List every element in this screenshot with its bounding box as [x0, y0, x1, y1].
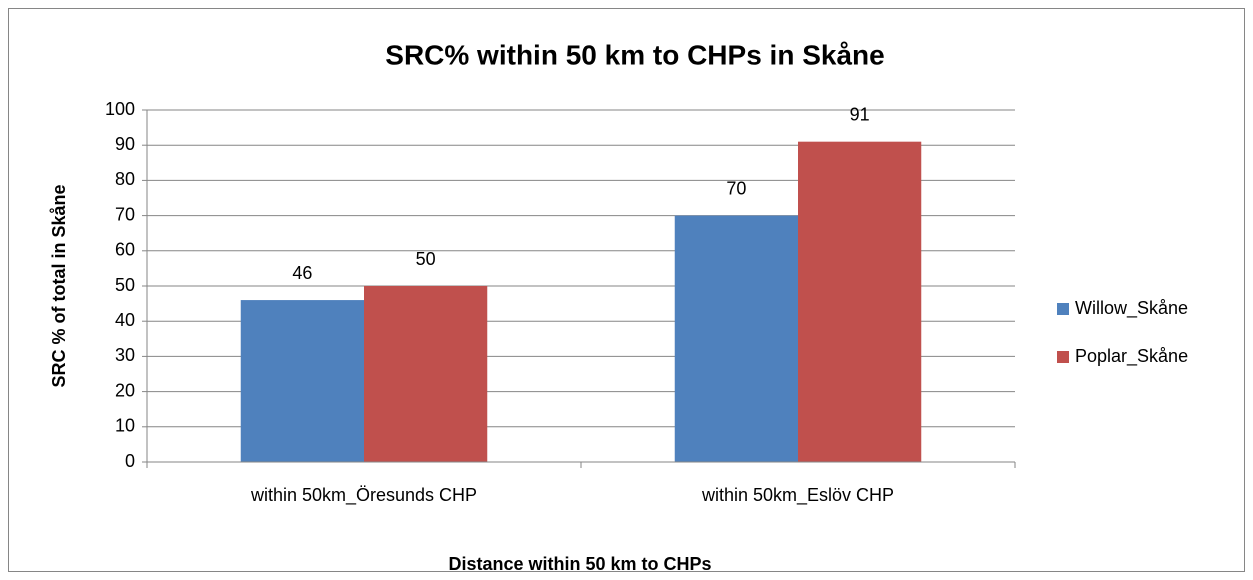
data-label: 46 — [292, 263, 312, 283]
y-tick-label: 20 — [115, 380, 135, 400]
y-tick-label: 50 — [115, 275, 135, 295]
y-axis-label: SRC % of total in Skåne — [49, 184, 69, 387]
y-tick-label: 10 — [115, 416, 135, 436]
y-tick-label: 100 — [105, 99, 135, 119]
y-tick-label: 80 — [115, 169, 135, 189]
data-label: 50 — [416, 249, 436, 269]
y-tick-label: 30 — [115, 345, 135, 365]
bar — [240, 300, 364, 462]
bar — [674, 215, 798, 462]
data-label: 70 — [726, 178, 746, 198]
bar — [364, 286, 488, 462]
x-axis-label: Distance within 50 km to CHPs — [448, 554, 711, 574]
x-tick-label: within 50km_Eslöv CHP — [701, 485, 894, 506]
bar — [798, 141, 922, 462]
y-tick-label: 90 — [115, 134, 135, 154]
data-label: 91 — [850, 104, 870, 124]
y-tick-label: 70 — [115, 204, 135, 224]
y-tick-label: 60 — [115, 240, 135, 260]
x-tick-label: within 50km_Öresunds CHP — [250, 485, 477, 506]
chart-border — [8, 8, 1245, 572]
y-tick-label: 0 — [125, 451, 135, 471]
legend-label: Willow_Skåne — [1075, 298, 1188, 319]
chart-title: SRC% within 50 km to CHPs in Skåne — [385, 39, 884, 70]
y-tick-label: 40 — [115, 310, 135, 330]
legend-swatch — [1057, 303, 1069, 315]
legend-label: Poplar_Skåne — [1075, 346, 1188, 367]
legend-swatch — [1057, 351, 1069, 363]
